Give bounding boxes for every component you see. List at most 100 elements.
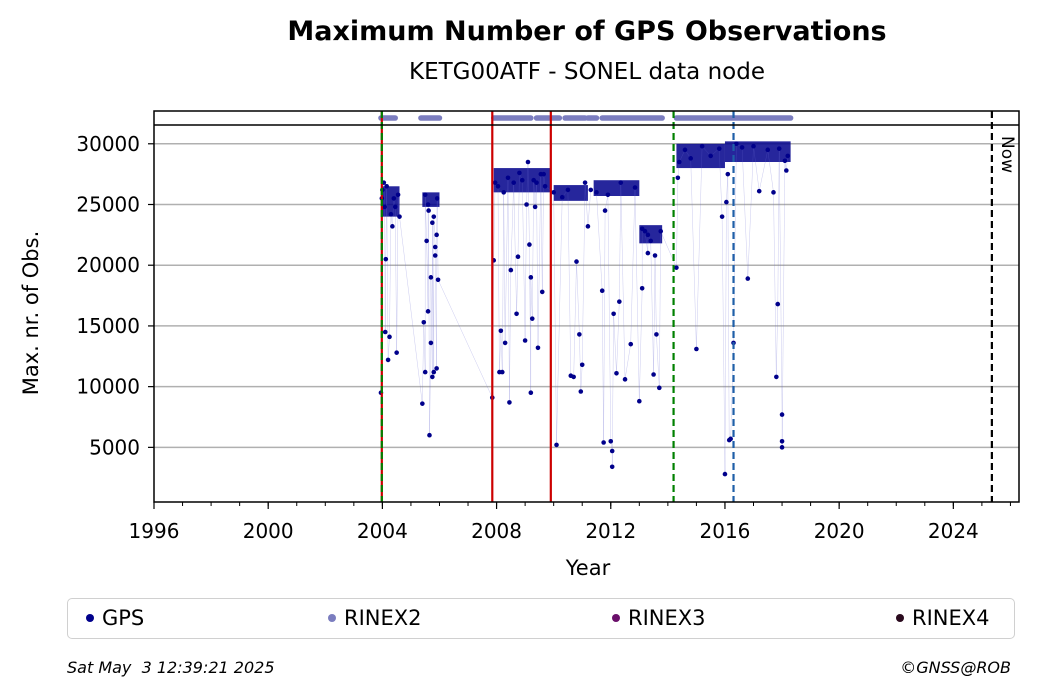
gps-point — [728, 436, 733, 442]
gps-point — [383, 256, 389, 262]
gps-point — [387, 334, 392, 340]
gps-point — [554, 442, 559, 448]
gps-point — [642, 228, 648, 234]
gps-point — [676, 159, 682, 165]
gps-point — [515, 254, 521, 260]
gps-point — [519, 177, 525, 183]
gps-point — [559, 194, 565, 200]
gps-point — [599, 288, 605, 294]
x-tick-label: 1996 — [129, 519, 180, 543]
legend-label: GPS — [102, 606, 145, 630]
gps-point — [765, 147, 771, 153]
gps-point — [725, 171, 731, 177]
gps-point — [391, 196, 397, 201]
legend-label: RINEX2 — [344, 606, 422, 630]
rinex4-marker-icon — [896, 614, 904, 622]
gps-point — [734, 141, 739, 147]
gps-point — [524, 202, 529, 207]
chart-title: Maximum Number of GPS Observations — [287, 16, 887, 47]
gps-point — [658, 228, 664, 234]
gps-point — [422, 369, 428, 375]
gps-point — [674, 265, 679, 270]
gps-point — [424, 238, 429, 244]
gps-point — [430, 220, 435, 226]
gps-point — [498, 328, 504, 334]
gps-point — [542, 183, 548, 189]
y-tick-label: 20000 — [76, 253, 140, 277]
gps-point — [435, 277, 441, 283]
y-tick-label: 30000 — [76, 132, 140, 156]
gps-point — [428, 275, 434, 280]
gps-point — [645, 250, 651, 256]
gps-point — [594, 190, 599, 195]
x-tick-label: 2012 — [585, 519, 636, 543]
gps-point — [645, 232, 651, 238]
legend-item-gps: GPS — [86, 606, 144, 630]
gps-point — [522, 338, 528, 343]
gps-point — [688, 156, 693, 161]
gps-point — [774, 374, 779, 380]
gps-point — [652, 253, 658, 258]
legend-label: RINEX3 — [628, 606, 706, 630]
gps-point — [582, 180, 588, 185]
y-axis-label: Max. nr. of Obs. — [19, 231, 43, 396]
footer-copyright: ©GNSS@ROB — [900, 658, 1011, 677]
y-tick-label: 5000 — [89, 435, 140, 459]
gps-point — [779, 412, 785, 417]
gps-point — [425, 309, 431, 314]
gps-point — [434, 232, 439, 238]
gps-point — [422, 192, 428, 198]
gps-point — [382, 329, 388, 335]
gps-point — [708, 153, 713, 159]
gps-point — [639, 285, 645, 291]
gps-point — [499, 369, 505, 375]
gps-point — [492, 180, 498, 185]
gps-point — [390, 224, 395, 229]
gps-point — [588, 187, 594, 193]
gps-point — [779, 438, 785, 444]
gps-point — [751, 143, 756, 149]
gps-point — [745, 276, 751, 281]
gps-point — [529, 316, 535, 321]
gps-point — [628, 341, 634, 347]
plot-frame — [153, 110, 1020, 503]
gps-point — [719, 214, 725, 219]
gps-point — [699, 143, 705, 149]
chart-subtitle: KETG00ATF - SONEL data node — [409, 59, 765, 85]
gps-point — [648, 238, 654, 244]
gps-point — [632, 185, 638, 190]
gps-point — [511, 180, 517, 185]
grid-lines — [154, 143, 1019, 449]
gps-point — [514, 311, 519, 317]
gps-point — [654, 332, 659, 337]
gps-point — [528, 390, 534, 396]
gps-point — [775, 301, 781, 307]
y-tick-labels: 5000 10000 15000 20000 25000 30000 — [76, 132, 140, 460]
gps-point — [505, 175, 511, 181]
x-tick-label: 2008 — [471, 519, 522, 543]
gps-point — [384, 183, 389, 189]
gps-point — [525, 159, 531, 165]
gps-point — [675, 175, 681, 181]
data-band — [593, 180, 640, 196]
gps-point — [388, 211, 394, 217]
gps-point — [502, 340, 508, 346]
gps-point — [507, 400, 512, 405]
gps-point — [716, 146, 722, 151]
rinex3-marker-icon — [612, 614, 620, 622]
x-tick-label: 2024 — [928, 519, 979, 543]
gps-point — [574, 259, 579, 264]
gps-point — [611, 311, 616, 317]
x-tick-label: 2020 — [814, 519, 865, 543]
gps-connector-line — [380, 143, 789, 475]
x-axis-label: Year — [565, 556, 611, 580]
gps-point — [739, 145, 745, 150]
gps-point — [430, 374, 435, 380]
y-tick-label: 25000 — [76, 193, 140, 217]
gps-point — [776, 146, 782, 151]
gps-point — [532, 204, 538, 210]
gps-point — [427, 432, 432, 438]
legend-item-rinex2: RINEX2 — [328, 606, 422, 630]
gps-point — [785, 153, 791, 159]
y-tick-label: 15000 — [76, 314, 140, 338]
